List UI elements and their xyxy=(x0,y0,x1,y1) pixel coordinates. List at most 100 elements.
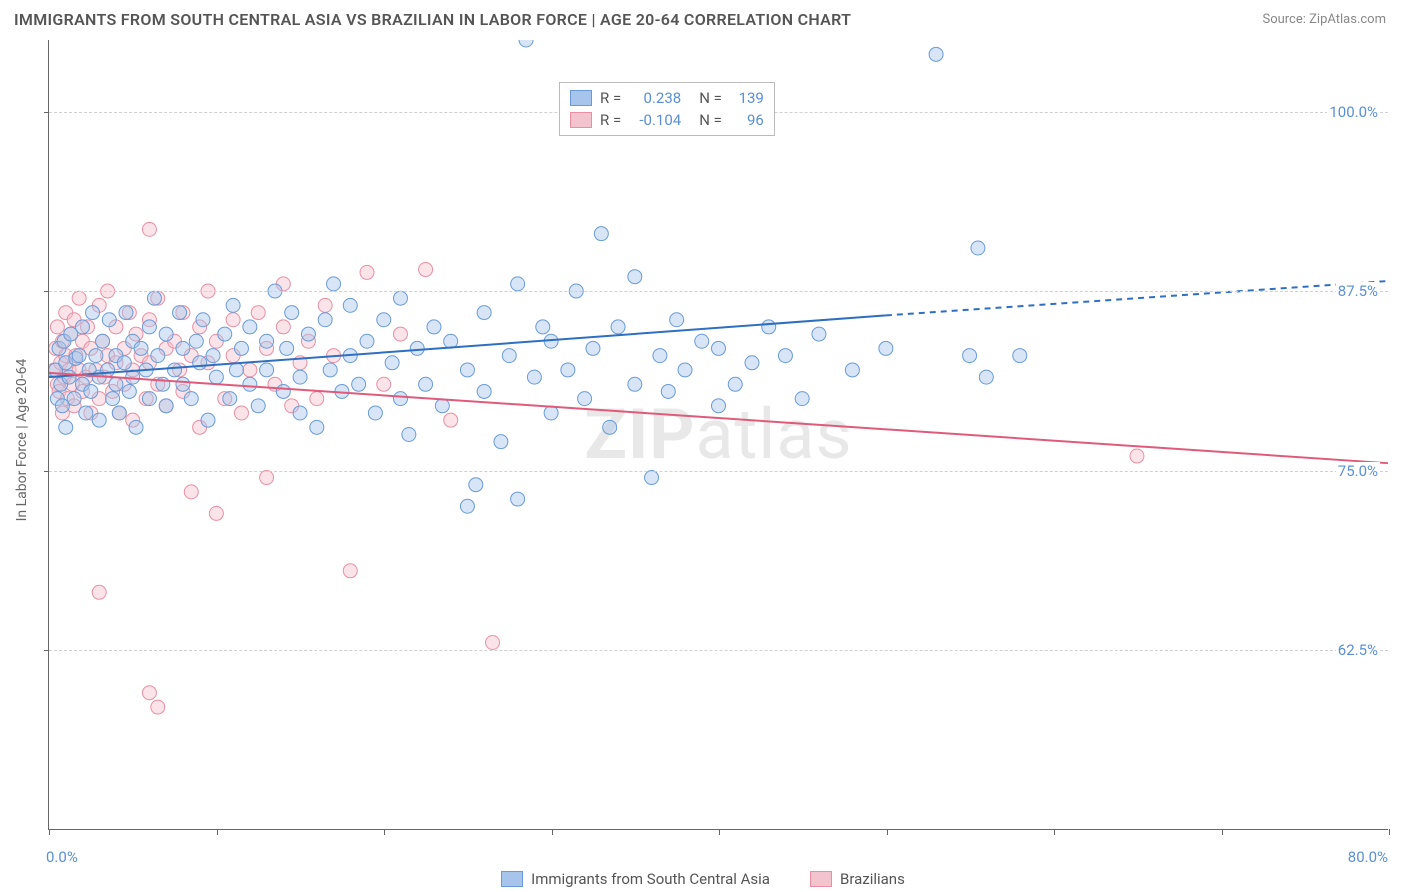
scatter-point xyxy=(360,334,374,348)
scatter-point xyxy=(142,392,156,406)
scatter-point xyxy=(109,377,123,391)
scatter-point xyxy=(251,399,265,413)
gridline xyxy=(49,291,1388,292)
scatter-point xyxy=(511,277,525,291)
scatter-point xyxy=(527,370,541,384)
scatter-point xyxy=(971,241,985,255)
scatter-point xyxy=(50,320,64,334)
scatter-point xyxy=(72,349,86,363)
scatter-point xyxy=(234,406,248,420)
scatter-point xyxy=(280,341,294,355)
scatter-point xyxy=(151,349,165,363)
scatter-point xyxy=(603,420,617,434)
scatter-point xyxy=(519,40,533,47)
scatter-point xyxy=(377,377,391,391)
legend-row: R = -0.104 N = 96 xyxy=(570,109,764,131)
source-label: Source: ZipAtlas.com xyxy=(1262,12,1386,27)
scatter-point xyxy=(486,636,500,650)
scatter-point xyxy=(712,341,726,355)
y-tick-label: 75.0% xyxy=(1336,462,1380,480)
scatter-point xyxy=(226,298,240,312)
scatter-point xyxy=(176,377,190,391)
legend-item: Brazilians xyxy=(810,870,905,888)
scatter-point xyxy=(419,377,433,391)
scatter-point xyxy=(196,313,210,327)
scatter-point xyxy=(762,320,776,334)
x-tick xyxy=(49,829,50,835)
gridline xyxy=(49,471,1388,472)
scatter-point xyxy=(435,399,449,413)
n-value: 139 xyxy=(730,89,764,107)
scatter-point xyxy=(206,349,220,363)
correlation-legend: R = 0.238 N = 139 R = -0.104 N = 96 xyxy=(559,82,775,136)
scatter-point xyxy=(393,392,407,406)
scatter-point xyxy=(117,356,131,370)
scatter-point xyxy=(201,413,215,427)
scatter-point xyxy=(444,413,458,427)
scatter-point xyxy=(561,363,575,377)
scatter-point xyxy=(92,413,106,427)
scatter-point xyxy=(260,471,274,485)
r-value: 0.238 xyxy=(629,89,681,107)
scatter-point xyxy=(134,341,148,355)
scatter-point xyxy=(147,291,161,305)
scatter-point xyxy=(276,384,290,398)
scatter-point xyxy=(678,363,692,377)
scatter-point xyxy=(86,306,100,320)
scatter-point xyxy=(310,420,324,434)
scatter-point xyxy=(293,406,307,420)
scatter-point xyxy=(119,306,133,320)
scatter-point xyxy=(75,320,89,334)
scatter-point xyxy=(243,377,257,391)
scatter-point xyxy=(653,349,667,363)
scatter-point xyxy=(410,341,424,355)
scatter-point xyxy=(360,265,374,279)
x-tick xyxy=(384,829,385,835)
scatter-point xyxy=(502,349,516,363)
scatter-point xyxy=(343,298,357,312)
scatter-point xyxy=(122,384,136,398)
legend-row: R = 0.238 N = 139 xyxy=(570,87,764,109)
x-tick xyxy=(552,829,553,835)
scatter-point xyxy=(661,384,675,398)
scatter-point xyxy=(318,298,332,312)
scatter-point xyxy=(628,377,642,391)
scatter-point xyxy=(189,334,203,348)
scatter-point xyxy=(393,291,407,305)
scatter-point xyxy=(318,313,332,327)
scatter-point xyxy=(477,306,491,320)
scatter-point xyxy=(223,392,237,406)
scatter-point xyxy=(59,420,73,434)
y-tick-label: 87.5% xyxy=(1336,282,1380,300)
scatter-point xyxy=(393,327,407,341)
scatter-point xyxy=(101,363,115,377)
scatter-point xyxy=(670,313,684,327)
scatter-point xyxy=(209,506,223,520)
scatter-point xyxy=(243,363,257,377)
scatter-point xyxy=(151,700,165,714)
chart-title: IMMIGRANTS FROM SOUTH CENTRAL ASIA VS BR… xyxy=(14,10,851,29)
y-tick-label: 62.5% xyxy=(1336,641,1380,659)
y-axis-label: In Labor Force | Age 20-64 xyxy=(14,359,30,522)
scatter-point xyxy=(251,306,265,320)
scatter-point xyxy=(327,277,341,291)
scatter-point xyxy=(929,47,943,61)
scatter-point xyxy=(460,363,474,377)
scatter-point xyxy=(106,392,120,406)
scatter-point xyxy=(728,377,742,391)
scatter-point xyxy=(142,222,156,236)
x-tick xyxy=(1054,829,1055,835)
scatter-point xyxy=(419,263,433,277)
scatter-point xyxy=(611,320,625,334)
scatter-point xyxy=(92,585,106,599)
scatter-point xyxy=(112,406,126,420)
scatter-point xyxy=(96,334,110,348)
scatter-point xyxy=(469,478,483,492)
scatter-point xyxy=(323,363,337,377)
scatter-point xyxy=(173,306,187,320)
scatter-point xyxy=(260,334,274,348)
x-tick xyxy=(719,829,720,835)
scatter-point xyxy=(79,406,93,420)
scatter-point xyxy=(402,428,416,442)
scatter-point xyxy=(712,399,726,413)
